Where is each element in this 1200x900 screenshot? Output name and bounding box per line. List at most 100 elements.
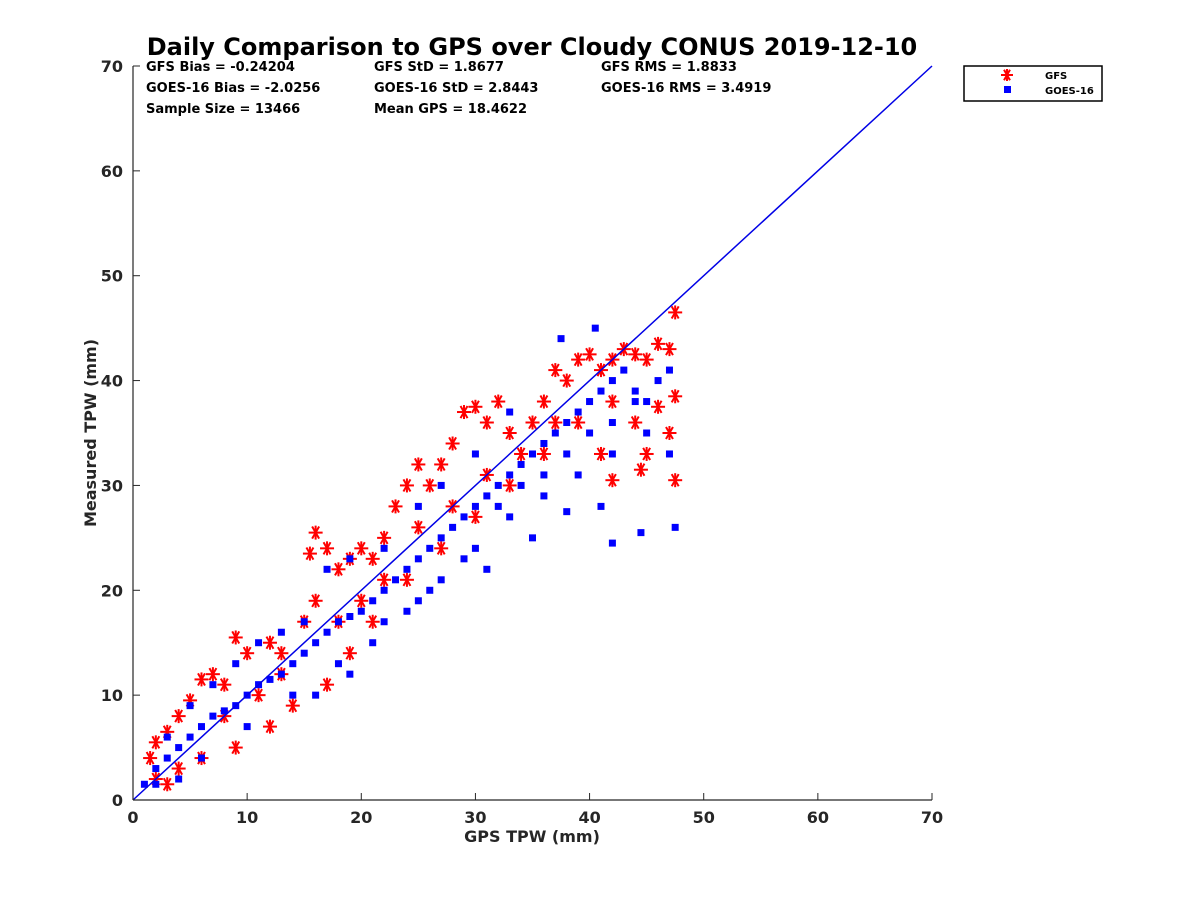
x-tick-label: 70 — [921, 808, 943, 827]
gfs-point — [639, 352, 654, 367]
gfs-point — [365, 551, 380, 566]
goes16-point — [357, 607, 365, 615]
x-tick-label: 30 — [464, 808, 486, 827]
goes16-point — [586, 398, 594, 406]
goes16-point — [186, 702, 194, 710]
goes16-point — [540, 471, 548, 479]
goes16-point — [471, 544, 479, 552]
stat-gfs-std: GFS StD = 1.8677 — [374, 60, 504, 75]
goes16-point — [369, 597, 377, 605]
gfs-point — [148, 735, 163, 750]
y-axis-label: Measured TPW (mm) — [81, 339, 100, 527]
goes16-point — [608, 450, 616, 458]
gfs-point — [514, 446, 529, 461]
goes16-point — [414, 502, 422, 510]
goes16-point — [323, 565, 331, 573]
gfs-point — [285, 698, 300, 713]
gfs-point — [593, 446, 608, 461]
goes16-point — [494, 502, 502, 510]
gfs-point — [639, 446, 654, 461]
goes16-point — [586, 429, 594, 437]
gfs-point — [468, 399, 483, 414]
goes16-point — [277, 670, 285, 678]
goes16-point — [637, 529, 645, 537]
goes16-point — [380, 618, 388, 626]
gfs-point — [262, 719, 277, 734]
gfs-point — [240, 646, 255, 661]
goes16-point — [346, 613, 354, 620]
y-tick-label: 10 — [101, 686, 123, 705]
gfs-point — [320, 541, 335, 556]
stat-gfs-bias: GFS Bias = -0.24204 — [146, 60, 295, 75]
goes16-point — [277, 628, 285, 636]
gfs-point — [559, 373, 574, 388]
goes16-point — [563, 450, 571, 458]
goes16-point — [654, 377, 662, 385]
gfs-point — [662, 342, 677, 357]
goes16-point — [346, 670, 354, 678]
axes: 0 10 20 30 40 50 60 70 0 10 20 30 40 50 60 70 — [101, 57, 943, 827]
goes16-point — [574, 408, 582, 416]
gfs-point — [605, 473, 620, 488]
goes16-point — [608, 419, 616, 427]
goes16-point — [437, 534, 445, 542]
goes16-point — [529, 450, 536, 458]
gfs-point — [365, 614, 380, 629]
gfs-point — [502, 478, 517, 493]
goes16-point — [323, 628, 331, 636]
goes16-point — [608, 377, 616, 385]
gfs-point — [502, 426, 517, 440]
goes16-point — [380, 544, 388, 552]
gfs-point — [628, 415, 643, 430]
gfs-point — [320, 677, 335, 692]
goes16-point — [540, 439, 548, 447]
goes16-point — [471, 502, 479, 510]
goes16-point — [597, 387, 605, 395]
y-tick-label: 30 — [101, 476, 123, 495]
goes16-point — [426, 586, 434, 594]
goes16-point — [563, 508, 571, 516]
gfs-point — [308, 593, 323, 608]
goes16-point — [414, 597, 422, 605]
stats-block: GFS Bias = -0.24204 GFS StD = 1.8677 GFS… — [146, 60, 771, 117]
legend-box — [963, 65, 1103, 102]
gfs-point — [388, 499, 403, 514]
goes16-point — [643, 398, 651, 406]
gfs-point — [536, 394, 551, 409]
gfs-point — [651, 336, 666, 351]
gfs-point — [668, 389, 683, 404]
goes16-point — [369, 639, 377, 647]
gfs-point — [434, 457, 449, 472]
gfs-point — [354, 593, 369, 608]
gfs-point — [171, 761, 186, 776]
goes16-point — [631, 398, 639, 406]
goes16-point — [460, 513, 468, 521]
x-axis-label: GPS TPW (mm) — [464, 827, 600, 846]
x-tick-label: 50 — [693, 808, 715, 827]
goes16-point — [209, 712, 217, 720]
gfs-point — [468, 509, 483, 524]
stat-goes-bias: GOES-16 Bias = -2.0256 — [146, 81, 320, 96]
goes16-point — [334, 660, 342, 668]
gfs-point — [205, 667, 220, 682]
gfs-point — [633, 462, 648, 477]
goes16-point — [643, 429, 651, 437]
y-tick-label: 60 — [101, 162, 123, 181]
goes16-point — [506, 471, 514, 479]
gfs-point — [457, 405, 472, 420]
goes16-point — [506, 408, 514, 416]
gfs-point — [308, 525, 323, 540]
goes16-point — [529, 534, 536, 542]
y-tick-label: 0 — [112, 791, 123, 810]
gfs-point — [274, 646, 289, 661]
goes16-point — [608, 539, 616, 547]
gfs-point — [491, 394, 506, 409]
legend-gfs-marker-icon — [1001, 69, 1013, 81]
gfs-point — [399, 572, 414, 587]
goes16-point — [665, 450, 673, 458]
legend-gfs-label: GFS — [1045, 71, 1067, 82]
y-ticks: 0 10 20 30 40 50 60 70 — [101, 57, 140, 810]
goes16-point — [266, 675, 274, 683]
goes16-point — [289, 660, 297, 668]
stat-sample-size: Sample Size = 13466 — [146, 102, 300, 117]
